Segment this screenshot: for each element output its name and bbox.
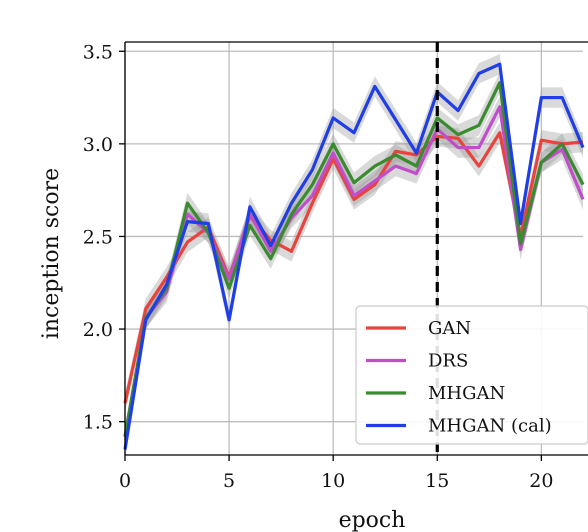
tick-labels: 0 5 10 15 20 1.5 2.0 2.5 3.0 3.5 xyxy=(83,41,554,492)
y-tick-label: 3.0 xyxy=(83,134,113,156)
legend-label: MHGAN (cal) xyxy=(428,416,552,437)
x-tick-label: 5 xyxy=(223,470,235,492)
x-axis-label: epoch xyxy=(339,508,406,532)
y-tick-label: 3.5 xyxy=(83,41,113,63)
x-tick-label: 20 xyxy=(529,470,553,492)
y-tick-label: 1.5 xyxy=(83,412,113,434)
x-tick-label: 10 xyxy=(321,470,345,492)
y-tick-label: 2.5 xyxy=(83,226,113,248)
legend-box xyxy=(355,305,588,445)
axes xyxy=(119,41,588,461)
x-tick-label: 0 xyxy=(119,470,131,492)
legend-label: MHGAN xyxy=(428,383,505,404)
y-tick-label: 2.0 xyxy=(83,319,113,341)
y-axis-label: inception score xyxy=(39,168,64,339)
band-gan xyxy=(125,122,583,414)
legend: GAN DRS MHGAN MHGAN (cal) xyxy=(355,305,588,445)
series-line-drs xyxy=(123,105,585,437)
legend-label: DRS xyxy=(428,351,468,372)
series-lines xyxy=(123,62,585,450)
x-tick-label: 15 xyxy=(425,470,449,492)
series-line-gan xyxy=(123,131,584,404)
series-line-mhgan-cal xyxy=(123,62,585,450)
legend-label: GAN xyxy=(428,318,471,339)
